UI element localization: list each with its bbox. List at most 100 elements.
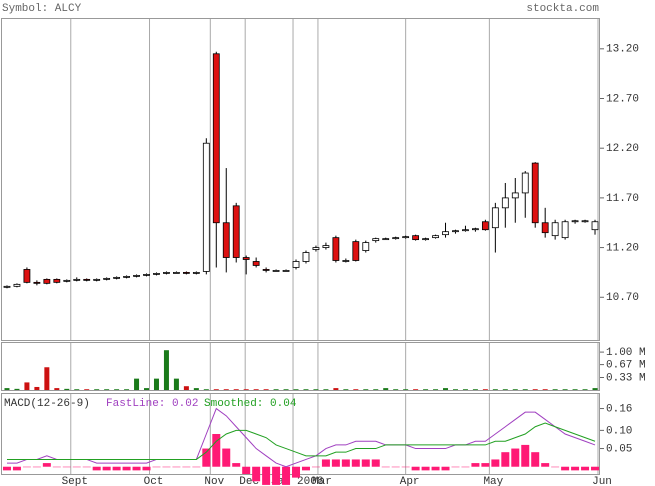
macd-histogram-bar xyxy=(441,466,450,471)
macd-histogram-bar xyxy=(591,466,600,471)
macd-histogram-bar xyxy=(112,466,121,471)
macd-histogram-bar xyxy=(481,463,490,467)
candle-body xyxy=(521,172,529,194)
volume-bar xyxy=(472,389,478,390)
macd-histogram-bar xyxy=(262,466,271,485)
macd-histogram-bar xyxy=(142,466,151,471)
macd-histogram-bar xyxy=(581,466,590,471)
volume-bar xyxy=(532,389,538,390)
volume-bar xyxy=(243,389,249,390)
volume-bar xyxy=(423,389,429,390)
y-tick-label: 0.10 xyxy=(606,425,632,437)
macd-histogram-bar xyxy=(42,463,51,467)
volume-bar xyxy=(353,389,359,390)
volume-bar xyxy=(183,386,189,390)
candle-body xyxy=(143,274,150,276)
candle-body xyxy=(481,221,489,231)
y-tick-label: 0.33 M xyxy=(606,372,646,384)
macd-histogram-bar xyxy=(152,466,161,468)
candle-body xyxy=(422,238,429,241)
volume-bar xyxy=(462,389,468,390)
volume-bar xyxy=(413,389,419,390)
volume-bar xyxy=(283,389,289,390)
candle-body xyxy=(292,261,300,268)
macd-title: MACD(12-26-9) xyxy=(4,398,90,410)
macd-histogram-bar xyxy=(82,466,91,468)
volume-bar xyxy=(153,378,159,390)
volume-bar xyxy=(84,389,90,390)
candle-body xyxy=(501,197,509,209)
volume-bar xyxy=(273,389,279,390)
volume-bar xyxy=(502,389,508,390)
macd-histogram-bar xyxy=(301,466,310,471)
volume-bar xyxy=(403,389,409,390)
macd-histogram-bar xyxy=(182,466,191,468)
candle-body xyxy=(202,142,210,272)
volume-bar xyxy=(193,388,199,390)
volume-bar xyxy=(4,388,10,390)
candle-body xyxy=(212,53,220,224)
macd-histogram-bar xyxy=(401,466,410,468)
candle-body xyxy=(432,235,439,239)
candle-body xyxy=(153,273,160,275)
volume-bar xyxy=(452,389,458,390)
candle-body xyxy=(232,205,240,258)
macd-histogram-bar xyxy=(162,466,171,468)
macd-line xyxy=(6,407,596,468)
candle-body xyxy=(352,241,360,261)
candle-body xyxy=(113,276,121,279)
macd-histogram-bar xyxy=(202,448,211,467)
macd-histogram-bar xyxy=(311,466,320,468)
macd-histogram-bar xyxy=(2,466,11,471)
macd-histogram-bar xyxy=(341,459,350,467)
candle-body xyxy=(511,192,519,199)
x-tick-label: Apr xyxy=(400,476,420,486)
candle-body xyxy=(173,272,180,274)
volume-bar xyxy=(333,388,339,390)
macd-histogram-bar xyxy=(521,444,530,467)
volume-bar xyxy=(582,389,588,390)
volume-bar xyxy=(94,389,100,390)
macd-histogram-bar xyxy=(451,466,460,468)
volume-bar xyxy=(542,389,548,390)
volume-bar xyxy=(383,388,389,390)
candle-body xyxy=(541,222,549,234)
macd-histogram-bar xyxy=(421,466,430,471)
volume-bar xyxy=(433,389,439,390)
candle-body xyxy=(591,221,599,231)
x-tick-label: May xyxy=(483,476,503,486)
volume-bar xyxy=(213,389,219,390)
volume-panel xyxy=(1,342,600,391)
volume-bar xyxy=(293,389,299,390)
candle-body xyxy=(123,275,130,278)
volume-bar xyxy=(14,388,20,390)
candle-body xyxy=(332,237,340,261)
y-tick-label: 12.70 xyxy=(606,93,639,105)
candle-body xyxy=(182,272,190,274)
y-tick-label: 0.05 xyxy=(606,443,632,455)
candle-body xyxy=(83,278,91,281)
y-tick-label: 12.20 xyxy=(606,143,639,155)
macd-histogram-bar xyxy=(361,459,370,467)
volume-bar xyxy=(363,389,369,390)
macd-histogram-bar xyxy=(252,466,261,482)
volume-bar xyxy=(203,389,209,390)
macd-histogram-bar xyxy=(232,463,241,467)
price-panel xyxy=(1,18,600,341)
candle-body xyxy=(43,278,51,284)
volume-bar xyxy=(552,389,558,390)
y-tick-label: 1.00 M xyxy=(606,347,646,359)
candle-body xyxy=(262,269,270,271)
volume-bar xyxy=(323,389,329,390)
x-tick-label: Mar xyxy=(312,476,332,486)
volume-bar xyxy=(124,389,130,390)
volume-bar xyxy=(492,389,498,390)
candle-body xyxy=(163,272,170,274)
y-tick-label: 0.67 M xyxy=(606,360,646,372)
candle-body xyxy=(282,270,290,272)
legend-entry: FastLine: 0.02 xyxy=(106,398,198,410)
macd-histogram-bar xyxy=(122,466,131,471)
x-tick-label: Jan 2008 xyxy=(271,476,324,486)
volume-bar xyxy=(313,389,319,390)
macd-histogram-bar xyxy=(72,466,81,468)
